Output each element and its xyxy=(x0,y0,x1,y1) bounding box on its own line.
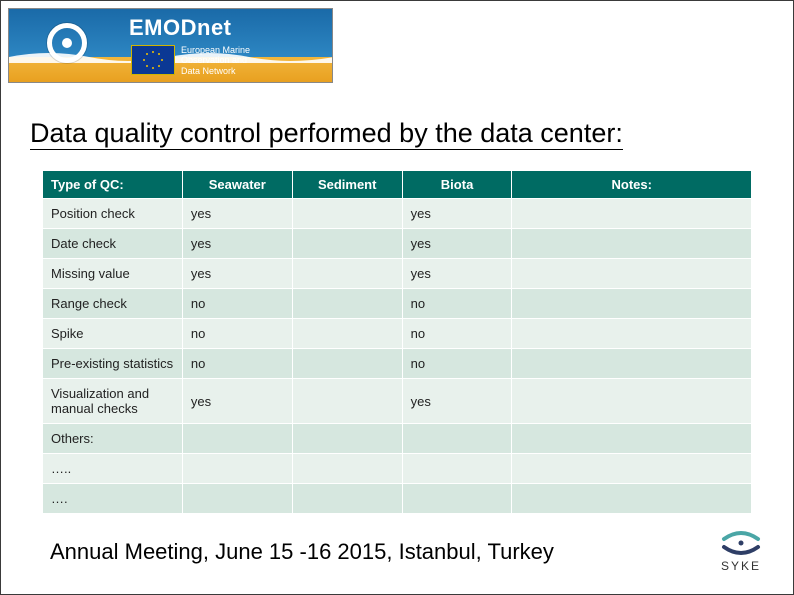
cell-seawater xyxy=(182,424,292,454)
cell-seawater xyxy=(182,454,292,484)
cell-notes xyxy=(512,289,752,319)
cell-seawater: no xyxy=(182,319,292,349)
cell-type: Date check xyxy=(43,229,183,259)
cell-notes xyxy=(512,424,752,454)
cell-sediment xyxy=(292,199,402,229)
cell-notes xyxy=(512,454,752,484)
cell-seawater: no xyxy=(182,349,292,379)
syke-logo: SYKE xyxy=(720,529,762,573)
cell-biota: yes xyxy=(402,259,512,289)
cell-notes xyxy=(512,319,752,349)
qc-table: Type of QC: Seawater Sediment Biota Note… xyxy=(42,170,752,514)
emodnet-logo: EMODnet European Marine Observation and … xyxy=(8,8,333,83)
col-header-notes: Notes: xyxy=(512,171,752,199)
logo-brand-text: EMODnet xyxy=(129,15,232,41)
cell-type: Pre-existing statistics xyxy=(43,349,183,379)
cell-sediment xyxy=(292,454,402,484)
cell-biota: no xyxy=(402,319,512,349)
syke-mark-icon xyxy=(720,529,762,557)
cell-notes xyxy=(512,379,752,424)
cell-sediment xyxy=(292,259,402,289)
cell-type: Others: xyxy=(43,424,183,454)
syke-label: SYKE xyxy=(720,559,762,573)
cell-seawater: yes xyxy=(182,229,292,259)
cell-biota: no xyxy=(402,289,512,319)
cell-sediment xyxy=(292,229,402,259)
table-row: Spikenono xyxy=(43,319,752,349)
cell-biota: yes xyxy=(402,199,512,229)
table-row: Missing valueyesyes xyxy=(43,259,752,289)
page-title: Data quality control performed by the da… xyxy=(30,118,623,150)
cell-sediment xyxy=(292,289,402,319)
col-header-sediment: Sediment xyxy=(292,171,402,199)
col-header-seawater: Seawater xyxy=(182,171,292,199)
table-row: Position checkyesyes xyxy=(43,199,752,229)
cell-sediment xyxy=(292,319,402,349)
col-header-biota: Biota xyxy=(402,171,512,199)
table-row: ….. xyxy=(43,454,752,484)
cell-type: Spike xyxy=(43,319,183,349)
cell-seawater: no xyxy=(182,289,292,319)
cell-seawater: yes xyxy=(182,379,292,424)
table-row: Date checkyesyes xyxy=(43,229,752,259)
footer-text: Annual Meeting, June 15 -16 2015, Istanb… xyxy=(50,539,554,565)
cell-biota xyxy=(402,424,512,454)
cell-type: Visualization and manual checks xyxy=(43,379,183,424)
logo-tagline-3: Data Network xyxy=(181,66,250,76)
cell-notes xyxy=(512,484,752,514)
logo-tagline: European Marine Observation and Data Net… xyxy=(181,45,250,76)
table-header-row: Type of QC: Seawater Sediment Biota Note… xyxy=(43,171,752,199)
cell-type: ….. xyxy=(43,454,183,484)
cell-biota: yes xyxy=(402,229,512,259)
cell-type: Position check xyxy=(43,199,183,229)
table-row: …. xyxy=(43,484,752,514)
cell-biota xyxy=(402,454,512,484)
cell-biota: no xyxy=(402,349,512,379)
cell-notes xyxy=(512,199,752,229)
cell-sediment xyxy=(292,349,402,379)
cell-type: …. xyxy=(43,484,183,514)
cell-sediment xyxy=(292,379,402,424)
logo-tagline-2: Observation and xyxy=(181,55,250,65)
table-row: Pre-existing statisticsnono xyxy=(43,349,752,379)
cell-seawater xyxy=(182,484,292,514)
cell-notes xyxy=(512,259,752,289)
col-header-type: Type of QC: xyxy=(43,171,183,199)
table-row: Range checknono xyxy=(43,289,752,319)
table-row: Others: xyxy=(43,424,752,454)
table-row: Visualization and manual checksyesyes xyxy=(43,379,752,424)
cell-type: Missing value xyxy=(43,259,183,289)
cell-sediment xyxy=(292,424,402,454)
cell-sediment xyxy=(292,484,402,514)
cell-notes xyxy=(512,229,752,259)
cell-type: Range check xyxy=(43,289,183,319)
cell-notes xyxy=(512,349,752,379)
cell-biota: yes xyxy=(402,379,512,424)
cell-biota xyxy=(402,484,512,514)
logo-ring-icon xyxy=(47,23,87,63)
logo-tagline-1: European Marine xyxy=(181,45,250,55)
cell-seawater: yes xyxy=(182,199,292,229)
cell-seawater: yes xyxy=(182,259,292,289)
eu-flag-icon xyxy=(131,45,175,75)
